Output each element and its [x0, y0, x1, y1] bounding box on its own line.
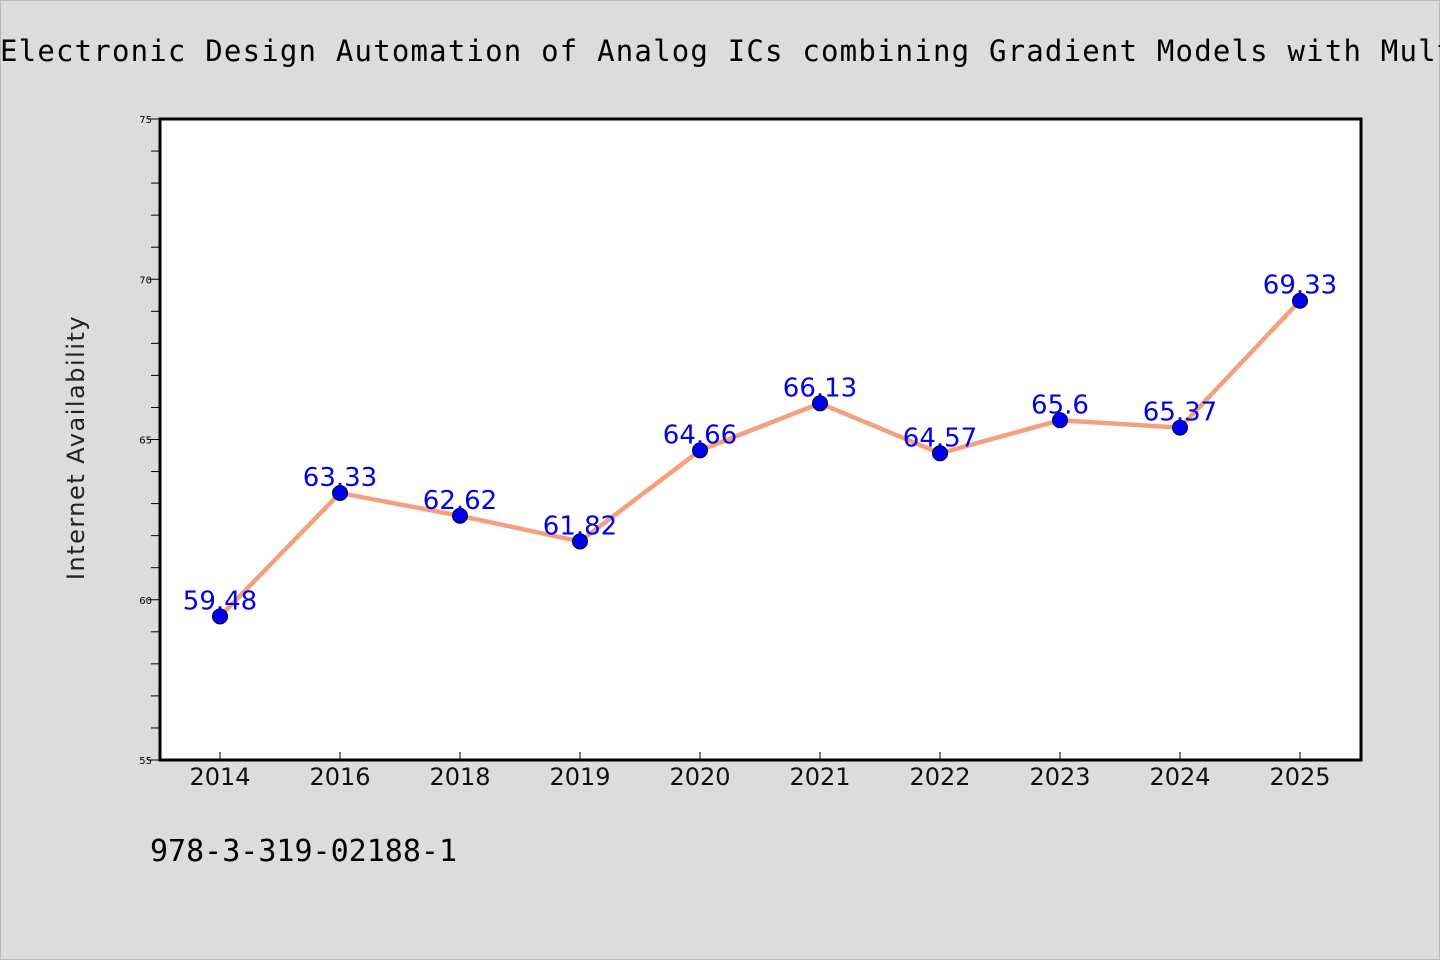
x-tick-label: 2018 — [429, 763, 490, 791]
data-label: 59.48 — [183, 586, 257, 616]
data-label-group: 59.48 63.33 62.62 61.82 64.66 66.13 64.57 65.6 6… — [183, 271, 1337, 617]
data-label: 64.66 — [663, 420, 737, 450]
x-tick-label: 2023 — [1029, 763, 1090, 791]
data-point — [212, 608, 228, 625]
data-point — [692, 442, 708, 459]
y-tick-label: 65 — [139, 436, 152, 447]
y-axis-label: Internet Availability — [62, 315, 90, 580]
y-tick-label: 60 — [139, 596, 152, 607]
y-tick-label: 55 — [139, 756, 152, 767]
series-line-group — [217, 298, 1303, 619]
series-line — [217, 298, 1303, 619]
y-tick-label: 70 — [139, 275, 152, 286]
x-tick-label: 2016 — [309, 763, 370, 791]
data-label: 64.57 — [903, 423, 977, 453]
data-point — [1172, 419, 1188, 436]
x-tick-label: 2022 — [909, 763, 970, 791]
data-label: 63.33 — [303, 463, 377, 493]
x-axis: 2014 2016 2018 2019 2020 2021 2022 2023 2024 2025 — [189, 752, 1331, 791]
y-axis: 55 60 65 70 75 — [139, 115, 160, 767]
x-tick-label: 2014 — [189, 763, 250, 791]
marker-group — [212, 292, 1308, 625]
x-tick-label: 2025 — [1269, 763, 1330, 791]
data-label: 61.82 — [543, 511, 617, 541]
footer-isbn: 978-3-319-02188-1 — [150, 834, 458, 869]
data-label: 65.37 — [1143, 398, 1217, 428]
data-point — [452, 507, 468, 524]
data-label: 62.62 — [423, 486, 497, 516]
x-tick-label: 2019 — [549, 763, 610, 791]
x-tick-label: 2021 — [789, 763, 850, 791]
data-point — [572, 533, 588, 550]
x-tick-label: 2024 — [1149, 763, 1210, 791]
data-point — [932, 445, 948, 462]
data-label: 69.33 — [1263, 271, 1337, 301]
data-label: 66.13 — [783, 373, 857, 403]
plot-area — [158, 117, 1363, 762]
data-point — [332, 485, 348, 502]
data-point — [1052, 412, 1068, 429]
chart-title: Electronic Design Automation of Analog I… — [0, 34, 1440, 68]
data-label: 65.6 — [1031, 390, 1089, 420]
x-tick-label: 2020 — [669, 763, 730, 791]
data-point — [812, 395, 828, 412]
y-tick-label: 75 — [139, 115, 152, 126]
data-point — [1292, 292, 1308, 309]
